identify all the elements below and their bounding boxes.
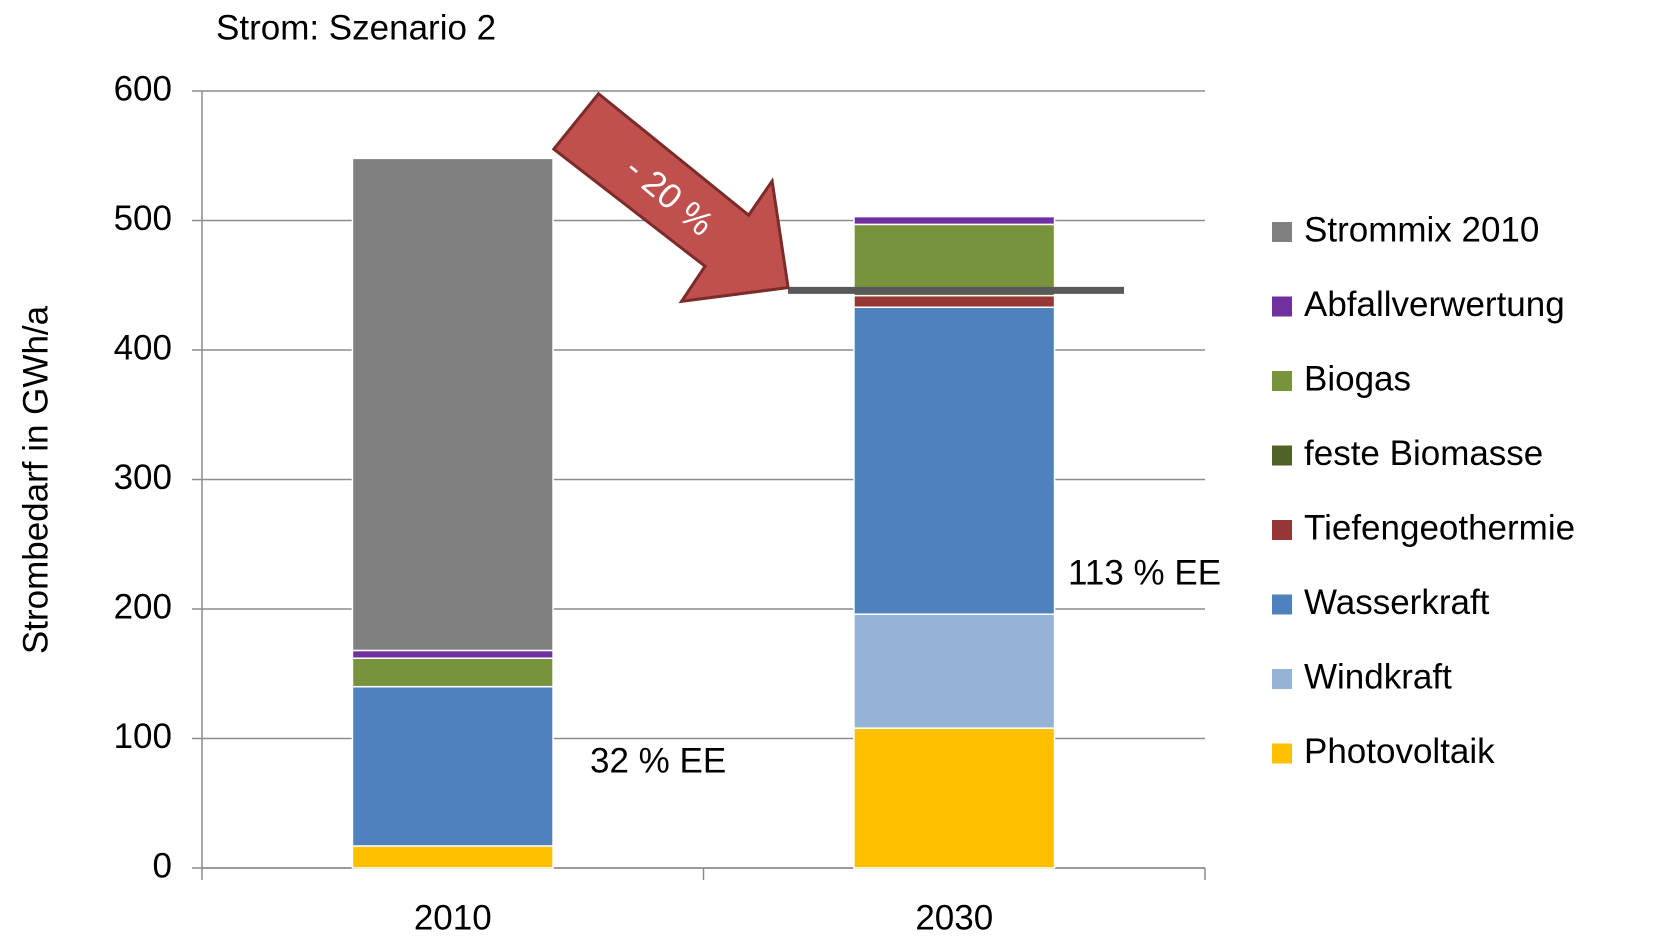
legend-label: feste Biomasse (1304, 434, 1543, 473)
legend-swatch (1272, 594, 1292, 615)
bar-segment (351, 157, 554, 652)
bar-segment (853, 223, 1056, 289)
x-tick-label: 2030 (915, 898, 993, 937)
legend-label: Windkraft (1304, 657, 1452, 696)
legend-label: Biogas (1304, 359, 1411, 398)
legend-label: Photovoltaik (1304, 732, 1495, 771)
bar-segment (853, 215, 1056, 226)
legend-swatch (1272, 520, 1292, 540)
bar-segment (853, 294, 1056, 309)
legend-swatch (1272, 445, 1292, 466)
legend-swatch (1272, 296, 1292, 317)
bar-segment (351, 685, 554, 847)
bar-segment (853, 613, 1056, 729)
y-tick-label: 100 (114, 717, 172, 756)
bar-segment (853, 306, 1056, 615)
bar-segment (351, 649, 554, 659)
bar-segment (351, 657, 554, 688)
y-tick-label: 600 (114, 69, 172, 108)
legend-label: Tiefengeothermie (1304, 508, 1575, 547)
annotation: 32 % EE (590, 741, 726, 780)
bar-segment (853, 727, 1056, 869)
chart-title: Strom: Szenario 2 (216, 8, 496, 47)
legend-label: Abfallverwertung (1304, 285, 1565, 324)
y-axis-label: Strombedarf in GWh/a (16, 305, 55, 654)
y-tick-label: 500 (114, 199, 172, 238)
legend-swatch (1272, 222, 1292, 242)
annotation: 113 % EE (1068, 553, 1221, 592)
y-tick-label: 300 (114, 458, 172, 497)
legend-label: Wasserkraft (1304, 583, 1490, 622)
legend-swatch (1272, 371, 1292, 391)
arrow (551, 91, 790, 304)
x-tick-label: 2010 (414, 898, 492, 937)
y-tick-label: 200 (114, 587, 172, 626)
y-tick-label: 400 (114, 328, 172, 367)
bar-segment (351, 845, 554, 869)
legend-label: Strommix 2010 (1304, 210, 1539, 249)
legend-swatch (1272, 669, 1292, 689)
y-tick-label: 0 (153, 846, 172, 885)
legend-swatch (1272, 743, 1292, 764)
